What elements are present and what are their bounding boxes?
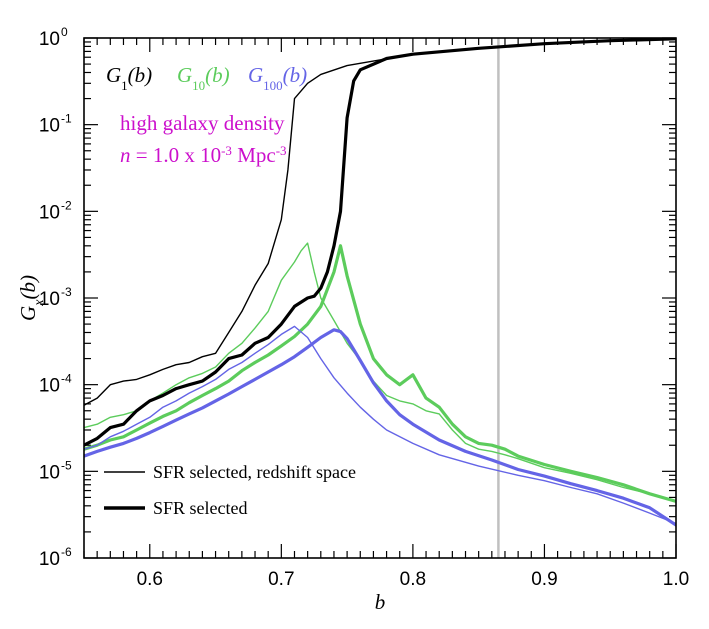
annotation-unit: Mpc	[232, 143, 276, 167]
legend-g100-base: G	[248, 63, 263, 87]
annotation-line1: high galaxy density	[120, 111, 285, 135]
y-tick-exponent: -4	[61, 372, 72, 386]
y-tick-label: 10	[39, 462, 60, 483]
y-axis-label-sub: x	[32, 299, 47, 307]
y-tick-label: 10	[39, 376, 60, 397]
legend-g1-arg: (b)	[128, 63, 153, 87]
y-tick-exponent: -2	[61, 198, 72, 212]
legend-thick-label: SFR selected	[153, 498, 248, 518]
annotation-exp2: -3	[276, 143, 287, 158]
y-tick-label: 10	[39, 29, 60, 50]
legend-g100-sub: 100	[263, 78, 283, 93]
series-g100-thick	[84, 328, 676, 527]
annotation-n: n	[120, 143, 131, 167]
legend-thin-label: SFR selected, redshift space	[153, 462, 356, 482]
series-g10-thick	[84, 244, 676, 503]
x-tick-label: 0.7	[268, 569, 294, 590]
y-tick-exponent: -1	[61, 112, 72, 126]
legend-g10-sub: 10	[192, 78, 205, 93]
y-tick-exponent: 0	[61, 25, 68, 39]
y-tick-label: 10	[39, 289, 60, 310]
legend-g1: G1(b)	[106, 63, 152, 93]
legend-g100-arg: (b)	[283, 63, 308, 87]
x-tick-label: 1.0	[663, 569, 689, 590]
legend-g100: G100(b)	[248, 63, 307, 93]
series-g1-thick	[84, 38, 676, 447]
legend-g10-arg: (b)	[205, 63, 230, 87]
x-tick-label: 0.8	[400, 569, 426, 590]
series-layer	[84, 38, 676, 527]
legend-g1-base: G	[106, 63, 121, 87]
annotation-eq: = 1.0 x 10	[131, 143, 222, 167]
y-axis-label: Gx(b)	[16, 275, 47, 321]
y-tick-label: 10	[39, 549, 60, 570]
y-tick-label: 10	[39, 202, 60, 223]
series-g1-thin	[84, 38, 676, 406]
y-tick-label: 10	[39, 116, 60, 137]
y-axis-label-base: G	[16, 306, 40, 321]
axis-ticks	[83, 37, 677, 559]
legend-g10-base: G	[177, 63, 192, 87]
legend-g10: G10(b)	[177, 63, 230, 93]
y-axis-label-arg: (b)	[16, 275, 40, 300]
plot-frame	[83, 37, 677, 559]
annotation-exp1: -3	[221, 143, 232, 158]
x-axis-label: b	[375, 590, 386, 614]
y-tick-exponent: -6	[61, 545, 72, 559]
y-tick-exponent: -5	[61, 458, 72, 472]
annotation-line2: n = 1.0 x 10-3 Mpc-3	[120, 143, 287, 168]
x-tick-label: 0.9	[531, 569, 557, 590]
series-g100-thin	[84, 325, 676, 525]
x-tick-label: 0.6	[137, 569, 163, 590]
y-tick-exponent: -3	[61, 285, 72, 299]
legend-g1-sub: 1	[121, 78, 128, 93]
series-g10-thin	[84, 242, 676, 502]
